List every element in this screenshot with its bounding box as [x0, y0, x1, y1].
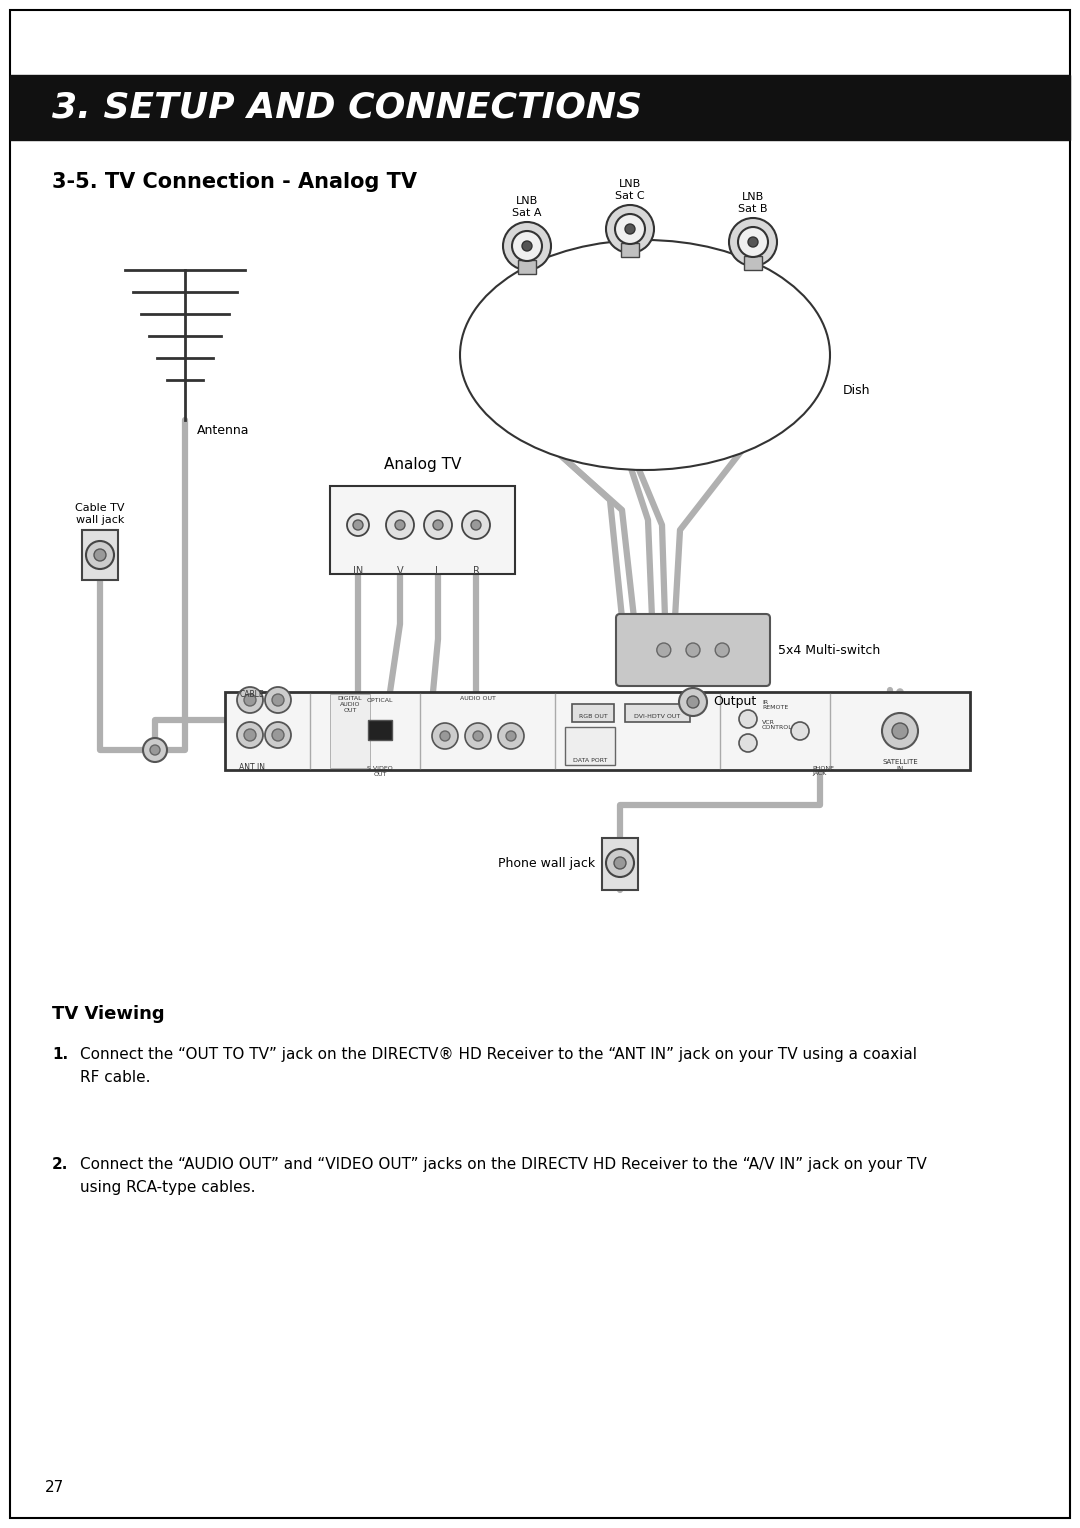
Bar [621, 243, 639, 257]
Circle shape [353, 520, 363, 530]
Text: S VIDEO
OUT: S VIDEO OUT [367, 766, 393, 776]
Circle shape [386, 510, 414, 539]
Circle shape [265, 723, 291, 749]
Circle shape [347, 513, 369, 536]
Circle shape [272, 694, 284, 706]
Bar [625, 704, 690, 723]
Text: 27: 27 [45, 1481, 64, 1496]
Circle shape [432, 723, 458, 749]
Bar [368, 720, 392, 740]
Text: AUDIO OUT: AUDIO OUT [460, 695, 496, 701]
Circle shape [424, 510, 453, 539]
Circle shape [503, 222, 551, 270]
Circle shape [892, 723, 908, 740]
Text: DATA PORT: DATA PORT [572, 758, 607, 762]
Circle shape [729, 219, 777, 266]
Bar [565, 727, 615, 766]
Circle shape [738, 228, 768, 257]
Circle shape [265, 688, 291, 714]
Circle shape [791, 723, 809, 740]
Circle shape [395, 520, 405, 530]
Text: Connect the “AUDIO OUT” and “VIDEO OUT” jacks on the DIRECTV HD Receiver to the : Connect the “AUDIO OUT” and “VIDEO OUT” … [80, 1157, 927, 1195]
Circle shape [150, 746, 160, 755]
Bar [330, 486, 515, 575]
Circle shape [615, 857, 626, 869]
Circle shape [882, 714, 918, 749]
Bar [330, 694, 370, 769]
Text: SATELLITE
IN: SATELLITE IN [882, 759, 918, 772]
Text: IR
REMOTE: IR REMOTE [762, 700, 788, 711]
Circle shape [606, 850, 634, 877]
Text: 3-5. TV Connection - Analog TV: 3-5. TV Connection - Analog TV [52, 173, 417, 193]
Bar [82, 530, 118, 581]
Text: Dish: Dish [843, 384, 870, 396]
Text: DIGITAL
AUDIO
OUT: DIGITAL AUDIO OUT [338, 695, 362, 712]
Circle shape [739, 733, 757, 752]
Circle shape [498, 723, 524, 749]
Text: VCR
CONTROL: VCR CONTROL [762, 720, 793, 730]
Text: LNB
Sat A: LNB Sat A [512, 196, 542, 219]
Circle shape [507, 730, 516, 741]
Text: ANT IN: ANT IN [239, 762, 265, 772]
Circle shape [237, 723, 264, 749]
Circle shape [687, 695, 699, 707]
Text: V: V [396, 565, 403, 576]
Text: 2.: 2. [52, 1157, 68, 1172]
Text: Analog TV: Analog TV [383, 457, 461, 472]
Text: DVI-HDTV OUT: DVI-HDTV OUT [634, 714, 680, 720]
Text: OPTICAL: OPTICAL [367, 698, 393, 703]
Circle shape [615, 214, 645, 244]
Text: R: R [473, 565, 480, 576]
Circle shape [237, 688, 264, 714]
Circle shape [512, 231, 542, 261]
Bar [10, 75, 1070, 141]
FancyBboxPatch shape [616, 614, 770, 686]
Circle shape [471, 520, 481, 530]
Circle shape [244, 729, 256, 741]
Text: Output: Output [713, 695, 756, 709]
Text: 1.: 1. [52, 1047, 68, 1062]
Text: Cable TV
wall jack: Cable TV wall jack [76, 503, 125, 526]
Circle shape [440, 730, 450, 741]
Text: TV Viewing: TV Viewing [52, 1005, 164, 1024]
Circle shape [748, 237, 758, 248]
Circle shape [679, 688, 707, 717]
Circle shape [94, 549, 106, 561]
Text: RGB OUT: RGB OUT [579, 714, 607, 720]
Circle shape [657, 643, 671, 657]
Text: L: L [435, 565, 441, 576]
Circle shape [686, 643, 700, 657]
Circle shape [715, 643, 729, 657]
Bar [602, 837, 638, 889]
Text: PHONE
JACK: PHONE JACK [812, 766, 834, 776]
Text: Antenna: Antenna [197, 423, 249, 437]
Bar [744, 257, 762, 270]
Circle shape [86, 541, 114, 568]
Circle shape [433, 520, 443, 530]
Bar [518, 260, 536, 274]
Circle shape [606, 205, 654, 254]
Text: Connect the “OUT TO TV” jack on the DIRECTV® HD Receiver to the “ANT IN” jack on: Connect the “OUT TO TV” jack on the DIRE… [80, 1047, 917, 1085]
Circle shape [625, 225, 635, 234]
Circle shape [272, 729, 284, 741]
Text: 5x4 Multi-switch: 5x4 Multi-switch [778, 643, 880, 657]
Text: LNB
Sat C: LNB Sat C [616, 179, 645, 202]
Circle shape [473, 730, 483, 741]
Circle shape [522, 241, 532, 251]
Circle shape [244, 694, 256, 706]
Bar [572, 704, 615, 723]
Text: CABLE: CABLE [240, 691, 265, 698]
Bar [225, 692, 970, 770]
Circle shape [462, 510, 490, 539]
Circle shape [465, 723, 491, 749]
Circle shape [143, 738, 167, 762]
Text: 3. SETUP AND CONNECTIONS: 3. SETUP AND CONNECTIONS [52, 90, 643, 124]
Circle shape [739, 711, 757, 727]
Text: LNB
Sat B: LNB Sat B [739, 191, 768, 214]
Ellipse shape [460, 240, 831, 471]
Text: Phone wall jack: Phone wall jack [498, 857, 595, 869]
Text: IN: IN [353, 565, 363, 576]
